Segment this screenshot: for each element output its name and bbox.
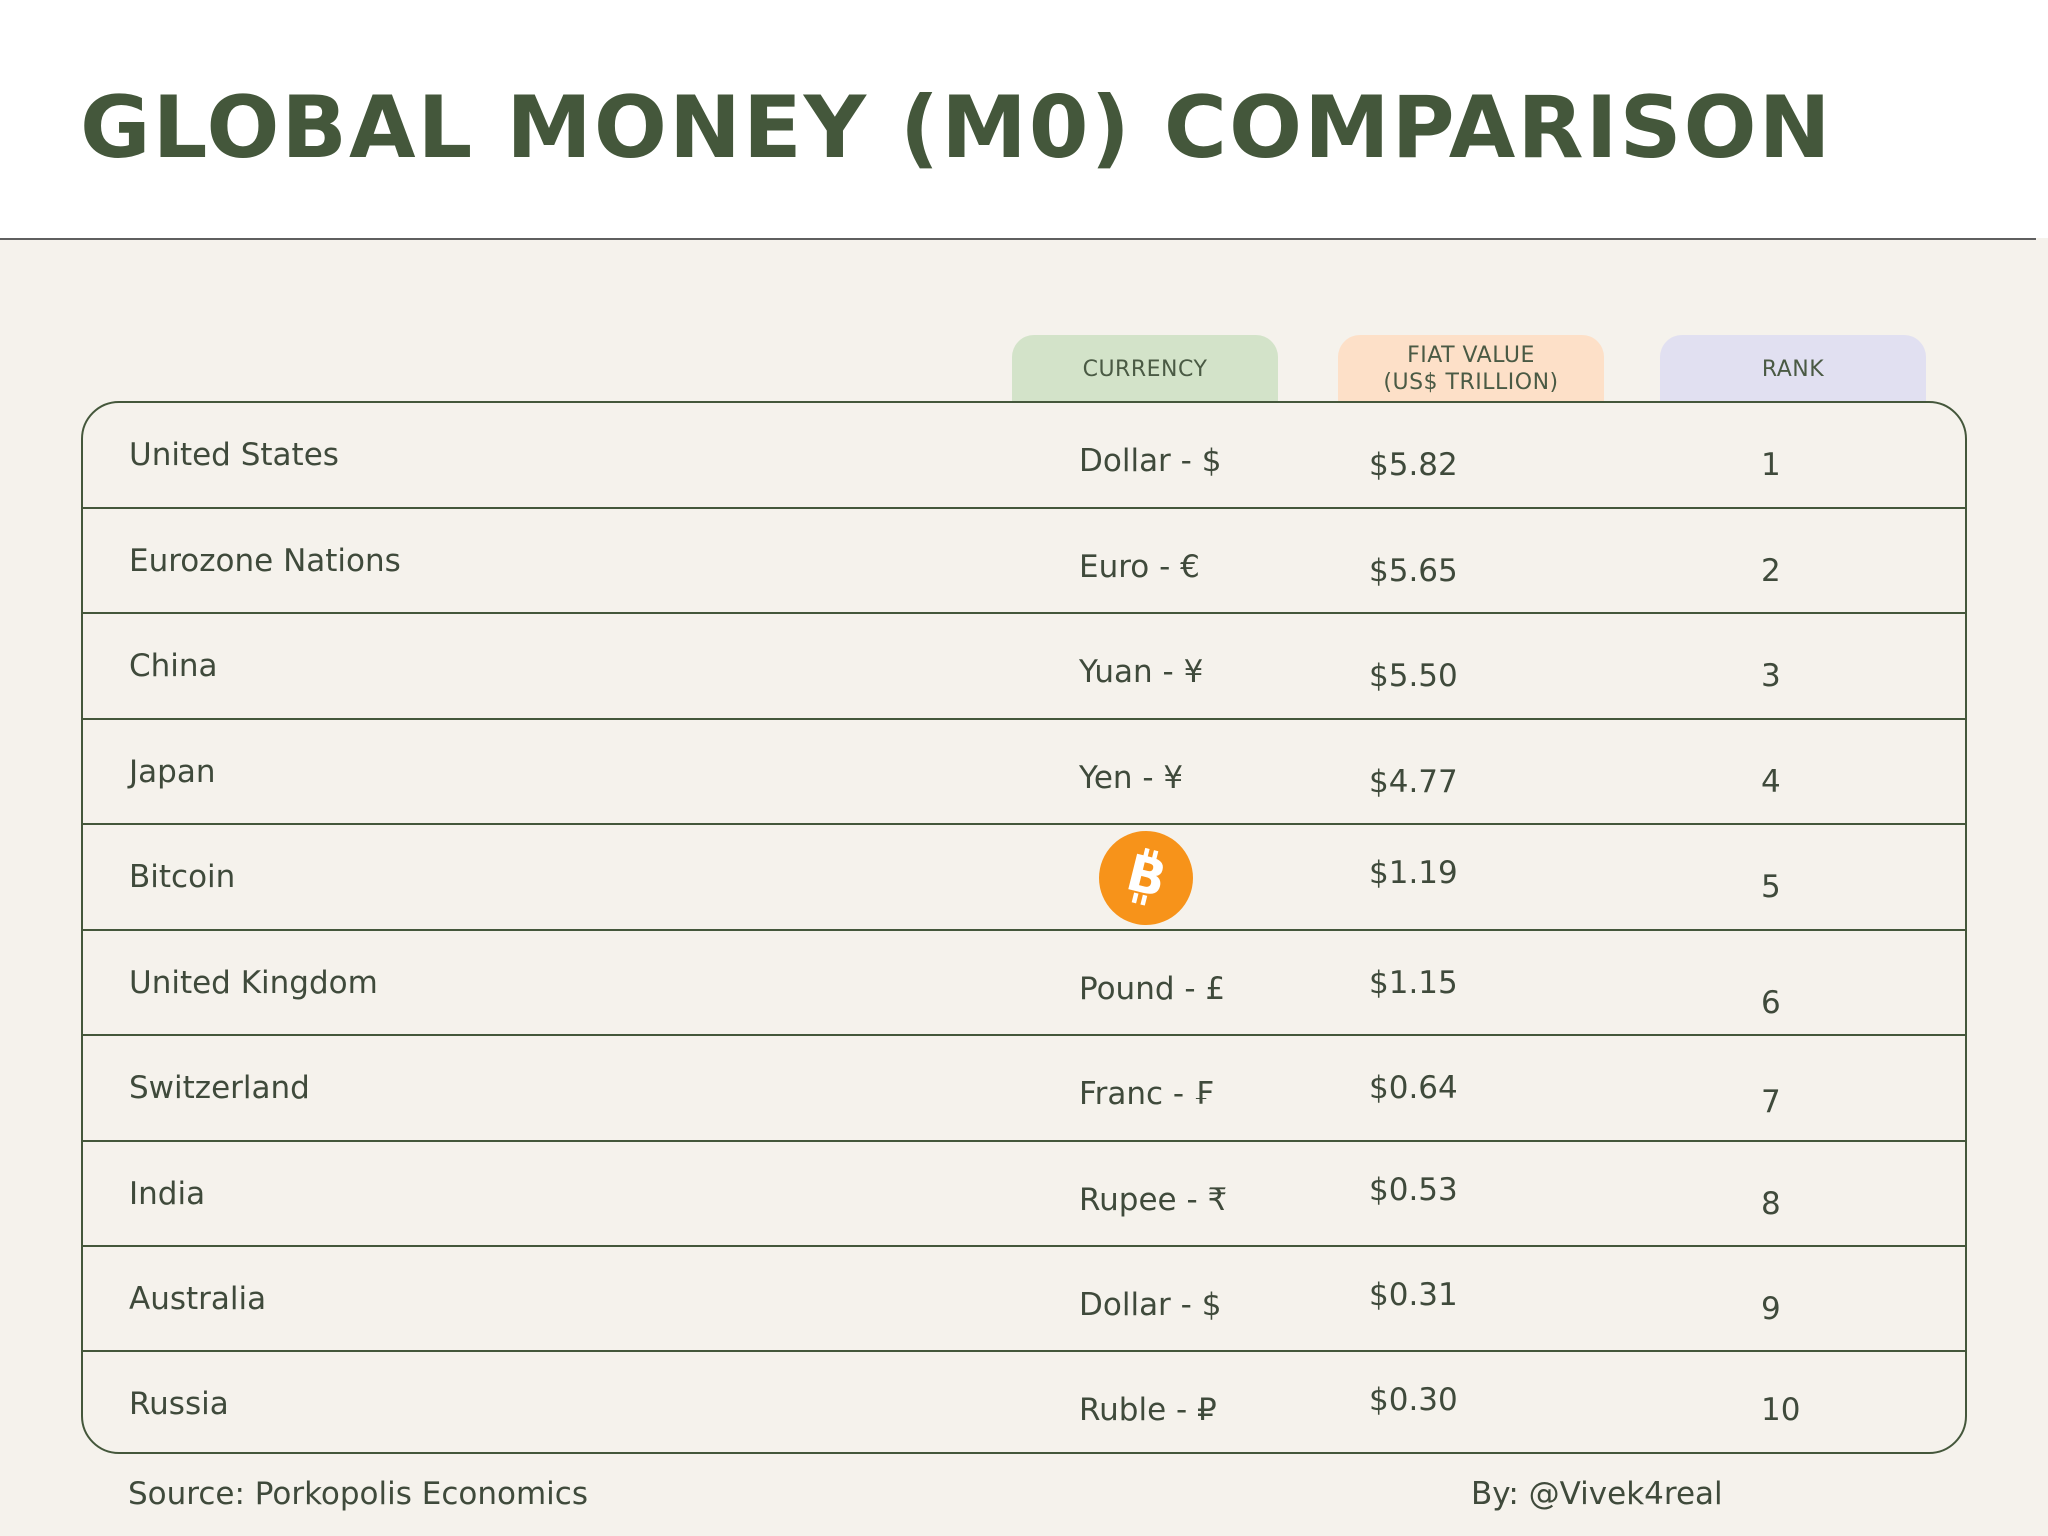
currency-cell: Franc - ₣	[1079, 1076, 1214, 1112]
fiat-value-cell: $5.50	[1369, 658, 1458, 694]
table-row: China Yuan - ¥ $5.50 3	[83, 612, 1965, 718]
country-cell: Switzerland	[129, 1070, 310, 1106]
currency-cell: Pound - £	[1079, 971, 1226, 1007]
country-cell: India	[129, 1176, 206, 1212]
header-band	[0, 0, 2048, 238]
country-cell: Russia	[129, 1386, 229, 1422]
country-cell: Eurozone Nations	[129, 543, 401, 579]
page-title: GLOBAL MONEY (M0) COMPARISON	[80, 78, 1833, 178]
rank-cell: 9	[1761, 1291, 1781, 1327]
currency-cell: Yen - ¥	[1079, 760, 1184, 796]
currency-cell: Ruble - ₽	[1079, 1392, 1217, 1428]
fiat-value-cell: $5.65	[1369, 553, 1458, 589]
table-row: India Rupee - ₹ $0.53 8	[83, 1140, 1965, 1246]
column-header-currency: CURRENCY	[1012, 335, 1278, 403]
fiat-value-cell: $0.64	[1369, 1070, 1458, 1106]
table-row: United Kingdom Pound - £ $1.15 6	[83, 929, 1965, 1035]
rank-cell: 6	[1761, 985, 1781, 1021]
header-divider	[0, 238, 2036, 240]
currency-cell: Rupee - ₹	[1079, 1182, 1228, 1218]
table-row: Russia Ruble - ₽ $0.30 10	[83, 1350, 1965, 1452]
rank-cell: 8	[1761, 1186, 1781, 1222]
table-row: Australia Dollar - $ $0.31 9	[83, 1245, 1965, 1351]
fiat-value-cell: $0.30	[1369, 1382, 1458, 1418]
country-cell: United Kingdom	[129, 965, 378, 1001]
rank-cell: 10	[1761, 1392, 1801, 1428]
rank-cell: 3	[1761, 658, 1781, 694]
source-credit: Source: Porkopolis Economics	[128, 1476, 588, 1512]
currency-cell: Dollar - $	[1079, 1287, 1222, 1323]
rank-cell: 1	[1761, 447, 1781, 483]
bitcoin-icon: B	[1099, 831, 1193, 925]
country-cell: Australia	[129, 1281, 267, 1317]
fiat-value-cell: $1.15	[1369, 965, 1458, 1001]
currency-cell: Euro - €	[1079, 549, 1200, 585]
fiat-value-cell: $5.82	[1369, 447, 1458, 483]
author-credit: By: @Vivek4real	[1471, 1476, 1723, 1512]
fiat-value-cell: $0.53	[1369, 1172, 1458, 1208]
table-row: United States Dollar - $ $5.82 1	[83, 403, 1965, 509]
country-cell: Bitcoin	[129, 859, 236, 895]
country-cell: Japan	[129, 754, 216, 790]
column-header-fiat-value: FIAT VALUE (US$ TRILLION)	[1338, 335, 1604, 403]
table-row: Japan Yen - ¥ $4.77 4	[83, 718, 1965, 824]
rank-cell: 5	[1761, 869, 1781, 905]
table-row: Switzerland Franc - ₣ $0.64 7	[83, 1034, 1965, 1140]
country-cell: United States	[129, 437, 339, 473]
currency-cell: Dollar - $	[1079, 443, 1222, 479]
comparison-table: United States Dollar - $ $5.82 1 Eurozon…	[81, 401, 1967, 1454]
fiat-value-cell: $1.19	[1369, 855, 1458, 891]
country-cell: China	[129, 648, 218, 684]
rank-cell: 7	[1761, 1084, 1781, 1120]
fiat-value-cell: $0.31	[1369, 1277, 1458, 1313]
rank-cell: 2	[1761, 553, 1781, 589]
table-row: Eurozone Nations Euro - € $5.65 2	[83, 507, 1965, 613]
rank-cell: 4	[1761, 764, 1781, 800]
column-header-rank: RANK	[1660, 335, 1926, 403]
currency-cell: Yuan - ¥	[1079, 654, 1204, 690]
fiat-value-cell: $4.77	[1369, 764, 1458, 800]
table-row: Bitcoin B $1.19 5	[83, 823, 1965, 929]
